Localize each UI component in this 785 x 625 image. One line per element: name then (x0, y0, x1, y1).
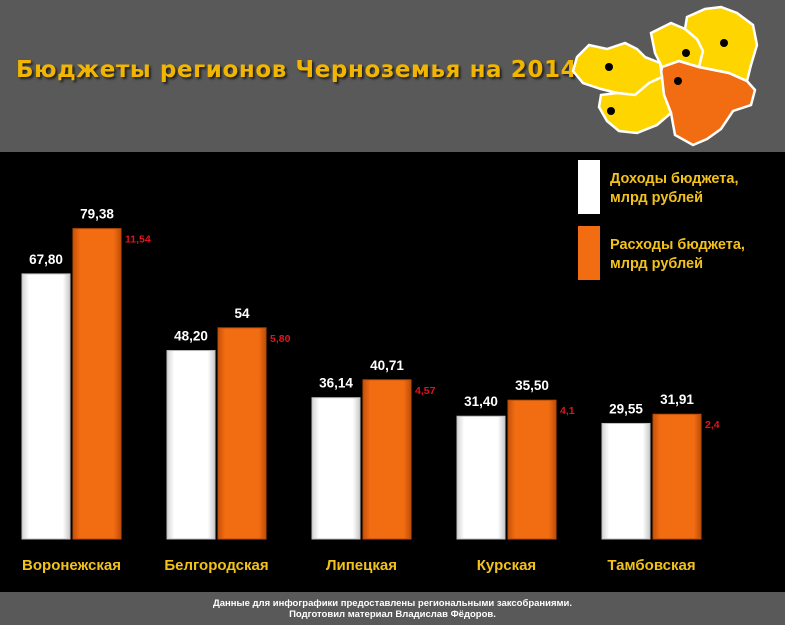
bar-chart: 67,80 79,38 11,54 Воронежская 48,20 54 5,80 Бел… (21, 207, 720, 574)
bar-income-2 (311, 397, 361, 540)
footer-line-author: Подготовил материал Владислав Фёдоров. (289, 609, 496, 620)
footer: Данные для инфографики предоставлены рег… (0, 592, 785, 625)
value-label-income-0: 67,80 (29, 252, 63, 267)
map-region-belgorod (597, 75, 673, 135)
category-label-0: Воронежская (22, 557, 121, 574)
legend-label-income: Доходы бюджета, млрд рублей (610, 171, 739, 206)
difference-label-0: 11,54 (125, 234, 151, 246)
value-label-income-1: 48,20 (174, 329, 208, 344)
difference-label-4: 2,4 (705, 419, 720, 431)
value-label-income-2: 36,14 (319, 376, 353, 391)
value-label-expense-0: 79,38 (80, 207, 114, 222)
value-label-expense-4: 31,91 (660, 392, 694, 407)
category-label-4: Тамбовская (607, 557, 695, 574)
value-label-expense-3: 35,50 (515, 378, 549, 393)
region-map-icon (571, 5, 759, 147)
category-label-3: Курская (477, 557, 536, 574)
bar-income-0 (21, 273, 71, 540)
footer-line-source: Данные для инфографики предоставлены рег… (212, 598, 573, 609)
bar-expense-3 (507, 399, 557, 540)
legend-swatch-income (578, 160, 600, 214)
difference-label-1: 5,80 (270, 333, 291, 345)
legend-item-expense: Расходы бюджета, млрд рублей (578, 226, 778, 280)
legend-swatch-expense (578, 226, 600, 280)
difference-label-2: 4,57 (415, 385, 436, 397)
difference-label-3: 4,1 (560, 405, 575, 417)
bar-expense-4 (652, 413, 702, 540)
category-label-1: Белгородская (164, 557, 268, 574)
bar-income-4 (601, 422, 651, 540)
bar-expense-2 (362, 379, 412, 540)
value-label-expense-1: 54 (234, 306, 250, 321)
legend-label-expense: Расходы бюджета, млрд рублей (610, 237, 745, 272)
category-label-2: Липецкая (326, 557, 397, 574)
value-label-expense-2: 40,71 (370, 358, 404, 373)
header-banner: Бюджеты регионов Черноземья на 2014 год (0, 0, 785, 152)
bar-expense-0 (72, 228, 122, 540)
bar-expense-1 (217, 327, 267, 540)
chart-title: Бюджеты регионов Черноземья на 2014 год (16, 57, 634, 83)
bar-income-3 (456, 415, 506, 540)
bar-income-1 (166, 350, 216, 540)
value-label-income-3: 31,40 (464, 394, 498, 409)
legend-item-income: Доходы бюджета, млрд рублей (578, 160, 778, 214)
value-label-income-4: 29,55 (609, 401, 643, 416)
